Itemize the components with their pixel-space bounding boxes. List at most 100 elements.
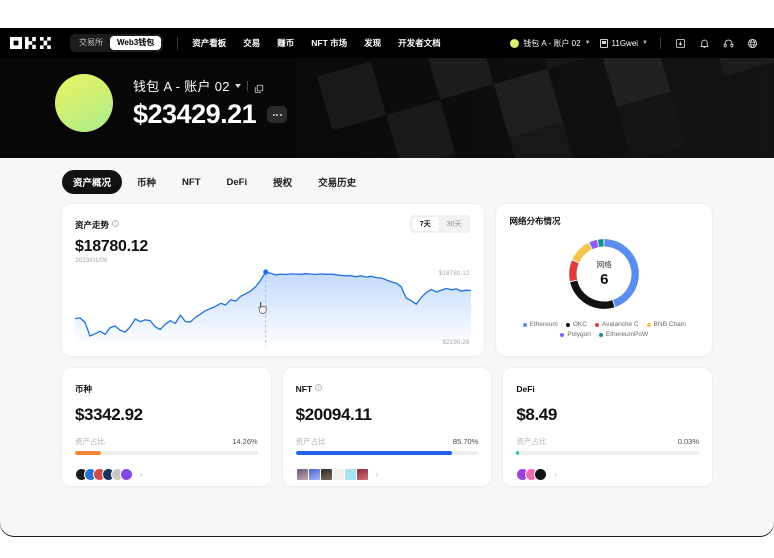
range-toggle: 7天 30天	[409, 215, 472, 233]
legend-item-polygon: Polygon	[560, 331, 591, 338]
product-switcher[interactable]: 交易所 Web3钱包	[70, 34, 164, 52]
tab-tokens[interactable]: 币种	[137, 178, 157, 189]
headset-icon[interactable]	[721, 36, 736, 51]
network-legend: Ethereum OKC Avalanche C BNB Chain Polygon Et…	[509, 321, 699, 338]
nft-asset-card[interactable]: NFT i $20094.11 资产占比 85.70%	[282, 368, 492, 486]
nft-ratio-label: 资产占比	[295, 437, 326, 446]
nft-icons-row[interactable]: ›	[295, 468, 479, 481]
segment-web3-wallet[interactable]: Web3钱包	[110, 36, 162, 50]
range-7d[interactable]: 7天	[411, 217, 439, 231]
black-protocol-icon	[534, 468, 548, 481]
chevron-right-icon[interactable]: ›	[554, 470, 558, 479]
bell-icon[interactable]	[697, 36, 712, 51]
nft-ratio-percent: 85.70%	[452, 437, 479, 446]
trend-value: $18780.12	[75, 238, 148, 255]
nft-total-value: $20094.11	[295, 405, 372, 424]
legend-label: OKC	[572, 321, 587, 328]
defi-card-header: DeFi	[516, 379, 699, 397]
legend-swatch-icon	[594, 322, 599, 327]
token-total-value: $3342.92	[75, 405, 143, 424]
network-card-title: 网络分布情况	[509, 216, 561, 226]
donut-segment-okc[interactable]	[570, 280, 615, 309]
more-options-icon[interactable]	[267, 106, 288, 123]
top-navigation-bar: 交易所 Web3钱包 资产看板 交易 赚币 NFT 市场 发现 开发者文档 钱包…	[0, 28, 774, 58]
defi-icons-row[interactable]: ›	[516, 468, 699, 481]
token-icons-row[interactable]: ›	[75, 468, 258, 481]
nav-item-trade[interactable]: 交易	[243, 38, 261, 48]
token-ratio-row: 资产占比 14.26%	[75, 436, 258, 447]
defi-icon-stack	[516, 468, 548, 481]
legend-swatch-icon	[522, 322, 527, 327]
trend-chart[interactable]: $18780.12 $2190.26	[75, 268, 472, 346]
token-card-title: 币种	[75, 384, 93, 394]
dashboard-tabs: 资产概况 币种 NFT DeFi 授权 交易历史	[16, 158, 758, 204]
account-avatar	[55, 74, 113, 132]
donut-segment-ethereum[interactable]	[604, 239, 640, 307]
nav-item-developer-docs[interactable]: 开发者文档	[398, 38, 441, 48]
legend-label: Ethereum	[529, 321, 558, 328]
token-asset-card[interactable]: 币种 $3342.92 资产占比 14.26%	[62, 368, 271, 486]
defi-ratio-bar	[516, 451, 700, 455]
chevron-down-icon: ▼	[584, 40, 591, 46]
legend-label: Avalanche C	[601, 321, 639, 328]
asset-breakdown-row: 币种 $3342.92 资产占比 14.26%	[16, 356, 758, 486]
nav-item-earn[interactable]: 赚币	[277, 38, 295, 48]
legend-swatch-icon	[565, 322, 570, 327]
nft-ratio-row: 资产占比 85.70%	[296, 436, 479, 447]
gas-icon	[599, 38, 608, 48]
gas-price-indicator[interactable]: 11Gwei ▼	[599, 38, 648, 48]
donut-segment-avalanche-c[interactable]	[569, 260, 580, 282]
chevron-down-icon[interactable]	[234, 83, 241, 88]
nav-item-nft-market[interactable]: NFT 市场	[311, 38, 348, 48]
tab-defi[interactable]: DeFi	[226, 176, 248, 188]
browser-window: 交易所 Web3钱包 资产看板 交易 赚币 NFT 市场 发现 开发者文档 钱包…	[0, 28, 774, 536]
segment-exchange[interactable]: 交易所	[79, 38, 103, 47]
defi-asset-card[interactable]: DeFi $8.49 资产占比 0.03% ›	[503, 368, 713, 486]
token-ratio-label: 资产占比	[75, 437, 105, 446]
hero-background-pattern	[294, 58, 774, 158]
total-balance: $23429.21	[133, 99, 257, 129]
tab-approvals[interactable]: 授权	[273, 178, 293, 189]
dashboard-content: 资产概况 币种 NFT DeFi 授权 交易历史 资产走势 i 7天	[0, 158, 774, 536]
legend-item-bnb-chain: BNB Chain	[646, 321, 686, 328]
nft-thumb-6	[355, 468, 369, 481]
defi-ratio-row: 资产占比 0.03%	[516, 436, 699, 447]
trend-chart-svg	[75, 269, 472, 346]
tab-asset-overview[interactable]: 资产概况	[62, 170, 123, 194]
chevron-right-icon[interactable]: ›	[375, 470, 379, 479]
token-ratio-bar	[75, 451, 258, 455]
legend-label: BNB Chain	[653, 321, 686, 328]
legend-swatch-icon	[560, 332, 565, 337]
nft-thumb-1	[295, 468, 309, 481]
chevron-right-icon[interactable]: ›	[140, 470, 143, 479]
range-30d[interactable]: 30天	[446, 221, 462, 228]
okx-logo[interactable]	[10, 37, 54, 49]
polygon-token-icon	[120, 468, 133, 481]
trend-min-label: $2190.26	[442, 339, 470, 346]
globe-icon[interactable]	[745, 36, 760, 51]
info-icon[interactable]: i	[315, 384, 323, 392]
defi-card-title: DeFi	[516, 384, 535, 394]
token-ratio-percent: 14.26%	[232, 437, 258, 446]
nav-divider	[177, 36, 179, 50]
top-cards-row: 资产走势 i 7天 30天 $18780.12 2023/01/08	[16, 204, 758, 356]
nav-divider-2	[660, 37, 661, 49]
donut-center-label: 网络 6	[509, 259, 699, 288]
asset-trend-card: 资产走势 i 7天 30天 $18780.12 2023/01/08	[62, 204, 485, 356]
tab-nft[interactable]: NFT	[182, 176, 201, 188]
info-icon[interactable]: i	[112, 220, 120, 228]
nav-item-assets[interactable]: 资产看板	[192, 38, 227, 48]
trend-card-header: 资产走势 i 7天 30天	[75, 215, 472, 233]
copy-icon[interactable]	[254, 81, 264, 93]
nav-item-discover[interactable]: 发现	[364, 38, 382, 48]
wallet-account-selector[interactable]: 钱包 A - 账户 02 ▼	[510, 38, 591, 49]
tab-transaction-history[interactable]: 交易历史	[318, 178, 357, 189]
donut-segment-bnb-chain[interactable]	[572, 242, 593, 263]
wallet-account-label: 钱包 A - 账户 02	[523, 38, 581, 48]
network-distribution-card: 网络分布情况 网络 6 Ethereum OKC Avalanche C BNB Ch…	[496, 204, 712, 356]
donut-segment-polygon[interactable]	[589, 239, 599, 250]
legend-item-avalanche-c: Avalanche C	[594, 321, 639, 328]
nft-ratio-bar	[295, 451, 479, 455]
download-icon[interactable]	[673, 36, 688, 51]
